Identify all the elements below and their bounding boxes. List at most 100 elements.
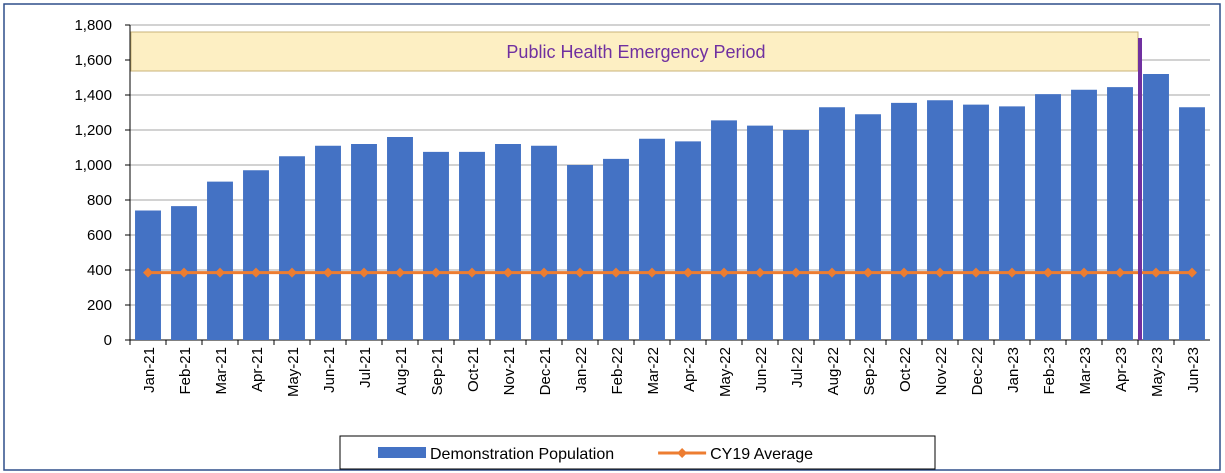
marker (359, 267, 369, 278)
x-tick-label: Nov-22 (933, 347, 950, 395)
marker (467, 267, 477, 278)
y-tick-label: 1,200 (74, 122, 112, 139)
marker (899, 267, 909, 278)
x-tick-label: Jan-21 (141, 347, 158, 393)
marker (323, 267, 333, 278)
x-tick-label: May-23 (1149, 347, 1166, 397)
x-tick-label: Apr-21 (249, 347, 266, 392)
x-tick-label: Jul-22 (789, 347, 806, 388)
marker (611, 267, 621, 278)
y-tick-label: 200 (87, 297, 112, 314)
y-tick-label: 0 (104, 332, 112, 349)
y-tick-label: 400 (87, 262, 112, 279)
y-tick-label: 1,000 (74, 157, 112, 174)
bar (603, 158, 629, 340)
x-tick-label: Jul-21 (357, 347, 374, 388)
marker (1187, 267, 1197, 278)
annotation: Public Health Emergency Period (506, 42, 765, 62)
marker (935, 267, 945, 278)
bar (567, 165, 593, 340)
bar (1179, 107, 1205, 340)
marker (143, 267, 153, 278)
bar (747, 125, 773, 340)
marker (431, 267, 441, 278)
x-tick-label: May-22 (717, 347, 734, 397)
marker (503, 267, 513, 278)
marker (251, 267, 261, 278)
marker (683, 267, 693, 278)
bar (1107, 87, 1133, 340)
bar (1143, 74, 1169, 340)
legend-label: CY19 Average (710, 446, 813, 463)
marker (395, 267, 405, 278)
x-tick-label: Feb-21 (177, 347, 194, 395)
marker (719, 267, 729, 278)
y-tick-label: 800 (87, 192, 112, 209)
x-tick-label: Oct-22 (897, 347, 914, 392)
marker (215, 267, 225, 278)
marker (1115, 267, 1125, 278)
x-tick-label: Oct-21 (465, 347, 482, 392)
x-tick-label: Jun-22 (753, 347, 770, 393)
bar (459, 151, 485, 340)
marker (539, 267, 549, 278)
legend-label: Demonstration Population (430, 446, 614, 463)
x-tick-label: Feb-23 (1041, 347, 1058, 395)
bar (243, 170, 269, 340)
bar (855, 114, 881, 340)
x-tick-label: Sep-21 (429, 347, 446, 395)
marker (1079, 267, 1089, 278)
x-tick-label: Jan-22 (573, 347, 590, 393)
y-tick-label: 600 (87, 227, 112, 244)
bar (999, 106, 1025, 340)
bar (315, 145, 341, 340)
x-tick-label: Mar-21 (213, 347, 230, 395)
x-tick-label: Jun-21 (321, 347, 338, 393)
bar (711, 120, 737, 340)
bar (531, 145, 557, 340)
marker (1043, 267, 1053, 278)
marker (755, 267, 765, 278)
marker (647, 267, 657, 278)
marker (287, 267, 297, 278)
x-tick-label: May-21 (285, 347, 302, 397)
bar (207, 181, 233, 340)
x-tick-label: Dec-22 (969, 347, 986, 395)
x-tick-label: Jan-23 (1005, 347, 1022, 393)
x-tick-label: Apr-22 (681, 347, 698, 392)
bar (279, 156, 305, 340)
x-tick-label: Sep-22 (861, 347, 878, 395)
bar (639, 138, 665, 340)
bar (1035, 94, 1061, 340)
marker (1151, 267, 1161, 278)
x-tick-label: Dec-21 (537, 347, 554, 395)
marker (179, 267, 189, 278)
marker (827, 267, 837, 278)
marker (863, 267, 873, 278)
x-tick-label: Aug-21 (393, 347, 410, 395)
y-tick-label: 1,400 (74, 87, 112, 104)
bar (783, 130, 809, 340)
x-tick-label: Nov-21 (501, 347, 518, 395)
bar (891, 102, 917, 340)
bar (351, 144, 377, 340)
bar (927, 100, 953, 340)
y-tick-label: 1,600 (74, 52, 112, 69)
y-tick-label: 1,800 (74, 17, 112, 34)
x-tick-label: Mar-22 (645, 347, 662, 395)
marker (971, 267, 981, 278)
legend (339, 435, 936, 470)
bar (819, 107, 845, 340)
x-tick-label: Jun-23 (1185, 347, 1202, 393)
bar (423, 151, 449, 340)
marker (791, 267, 801, 278)
x-tick-label: Apr-23 (1113, 347, 1130, 392)
bar (495, 144, 521, 340)
x-tick-label: Aug-22 (825, 347, 842, 395)
bar (387, 137, 413, 340)
bar (963, 104, 989, 340)
legend-marker (677, 448, 688, 458)
bar (675, 141, 701, 340)
x-tick-label: Feb-22 (609, 347, 626, 395)
